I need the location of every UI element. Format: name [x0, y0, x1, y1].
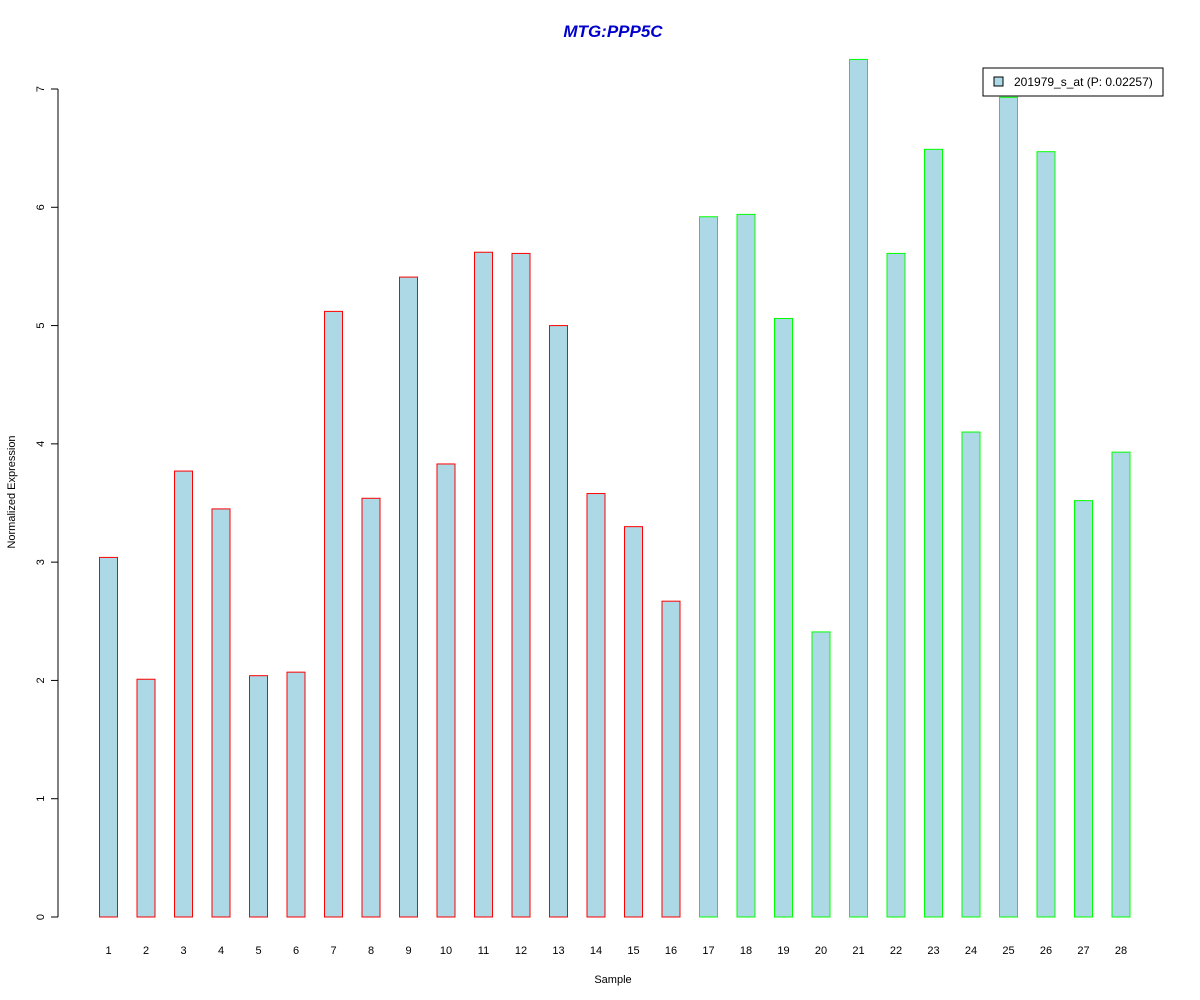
x-tick-label: 8	[368, 945, 374, 957]
bar-sample-7	[324, 310, 343, 918]
y-axis: 0 1 2 3 4 5 6 7	[35, 86, 59, 920]
bars	[99, 58, 1131, 918]
y-tick-label: 3	[35, 559, 47, 565]
bar-sample-22	[886, 252, 906, 918]
y-tick-label: 5	[35, 323, 47, 329]
bar-sample-6	[286, 671, 306, 918]
bar-sample-21	[849, 58, 868, 918]
bar-sample-14	[586, 493, 606, 918]
x-tick-label: 12	[515, 945, 527, 957]
x-tick-label: 16	[665, 945, 677, 957]
y-tick-label: 7	[35, 86, 47, 92]
x-tick-label: 5	[255, 945, 261, 957]
y-tick-label: 4	[35, 441, 47, 447]
x-tick-label: 24	[965, 945, 977, 957]
x-axis-label: Sample	[594, 974, 631, 986]
x-tick-label: 26	[1040, 945, 1052, 957]
bar-sample-28	[1111, 451, 1131, 918]
x-tick-label: 1	[105, 945, 111, 957]
bar-sample-4	[211, 508, 231, 918]
x-tick-label: 25	[1002, 945, 1014, 957]
bar-sample-24	[961, 431, 981, 918]
x-tick-label: 23	[927, 945, 939, 957]
x-tick-label: 9	[405, 945, 411, 957]
bar-sample-5	[249, 675, 268, 918]
x-tick-label: 17	[702, 945, 714, 957]
bar-sample-27	[1074, 500, 1093, 918]
bar-sample-20	[811, 631, 831, 918]
legend-swatch	[993, 76, 1004, 87]
x-tick-label: 11	[478, 945, 489, 957]
bar-sample-25	[999, 96, 1018, 918]
y-tick-label: 1	[35, 796, 47, 802]
x-tick-label: 28	[1115, 945, 1127, 957]
bar-sample-19	[774, 317, 793, 918]
bar-sample-1	[99, 556, 118, 918]
y-tick-label: 2	[35, 677, 47, 683]
bar-sample-13	[549, 325, 568, 918]
bar-sample-26	[1036, 151, 1056, 918]
x-tick-label: 22	[890, 945, 902, 957]
x-tick-label: 15	[627, 945, 639, 957]
x-tick-label: 14	[590, 945, 602, 957]
x-tick-label: 19	[777, 945, 789, 957]
y-tick-label: 0	[35, 914, 47, 920]
bar-sample-11	[474, 251, 493, 918]
bar-sample-9	[399, 276, 418, 918]
x-axis-tick-labels: 1 2 3 4 5 6 7 8 9 10 11 12 13 14 15 16 17 18 19 20 21 22 23 24 2…	[105, 945, 1127, 957]
y-tick-label: 6	[35, 204, 47, 210]
x-tick-label: 6	[293, 945, 299, 957]
legend: 201979_s_at (P: 0.02257)	[982, 67, 1164, 97]
x-tick-label: 3	[180, 945, 186, 957]
x-tick-label: 20	[815, 945, 827, 957]
bar-sample-3	[174, 470, 193, 918]
x-tick-label: 7	[330, 945, 336, 957]
bar-sample-8	[361, 497, 381, 918]
x-tick-label: 27	[1077, 945, 1089, 957]
legend-box	[982, 67, 1164, 97]
bar-sample-17	[699, 216, 718, 918]
bar-sample-15	[624, 526, 643, 918]
bar-sample-12	[511, 252, 531, 918]
x-tick-label: 2	[143, 945, 149, 957]
y-axis-label: Normalized Expression	[6, 435, 18, 548]
bar-sample-10	[436, 463, 456, 918]
x-tick-label: 13	[552, 945, 564, 957]
chart-title: MTG:PPP5C	[563, 22, 663, 41]
bar-sample-2	[136, 678, 156, 918]
bar-sample-23	[924, 148, 943, 918]
bar-sample-18	[736, 213, 756, 918]
x-tick-label: 4	[218, 945, 224, 957]
x-tick-label: 21	[852, 945, 864, 957]
bar-sample-16	[661, 600, 681, 918]
x-tick-label: 10	[440, 945, 452, 957]
legend-entry: 201979_s_at (P: 0.02257)	[1014, 75, 1153, 89]
x-tick-label: 18	[740, 945, 752, 957]
